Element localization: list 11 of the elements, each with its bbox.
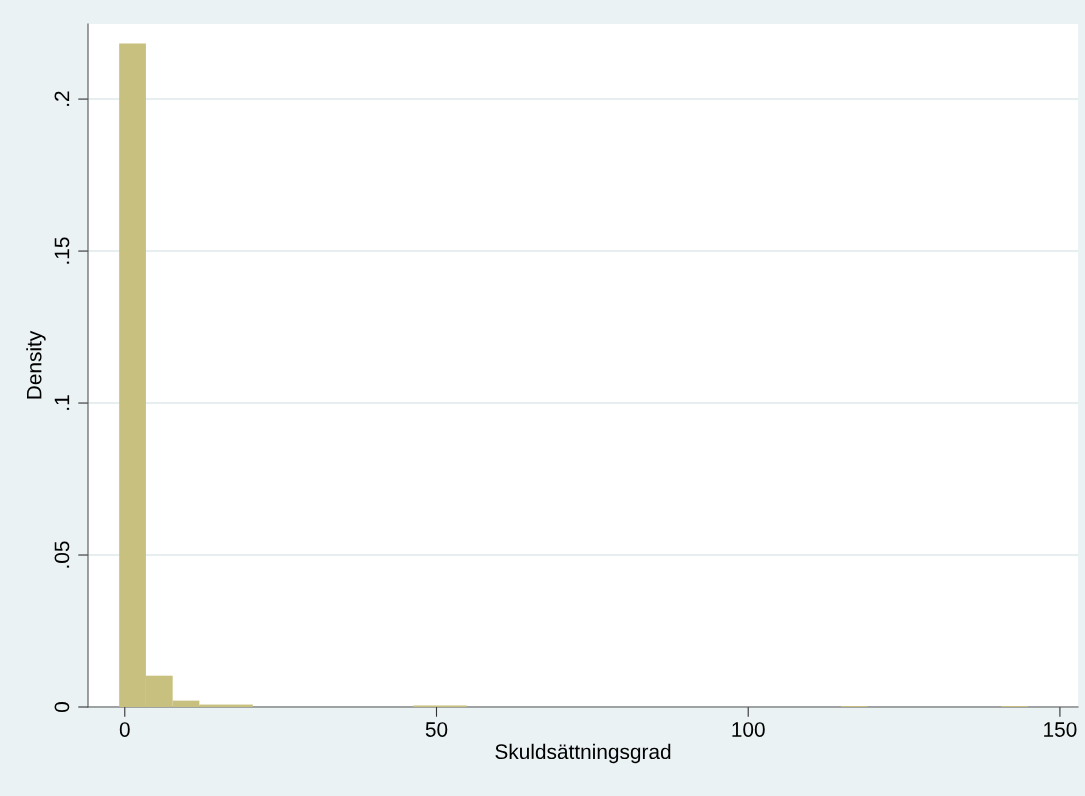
y-tick-label: 0 [54, 702, 70, 712]
x-axis-title: Skuldsättningsgrad [495, 743, 671, 764]
x-tick-label: 100 [732, 722, 765, 737]
y-tick-label: .1 [54, 395, 70, 410]
y-tick-label: .15 [54, 237, 70, 264]
x-tick-label: 50 [425, 722, 448, 737]
y-tick-label: .2 [54, 91, 70, 106]
x-tick-label: 150 [1044, 722, 1077, 737]
x-tick-label: 0 [119, 722, 130, 737]
y-tick-label: .05 [54, 541, 70, 568]
y-axis-title: Density [26, 330, 46, 399]
